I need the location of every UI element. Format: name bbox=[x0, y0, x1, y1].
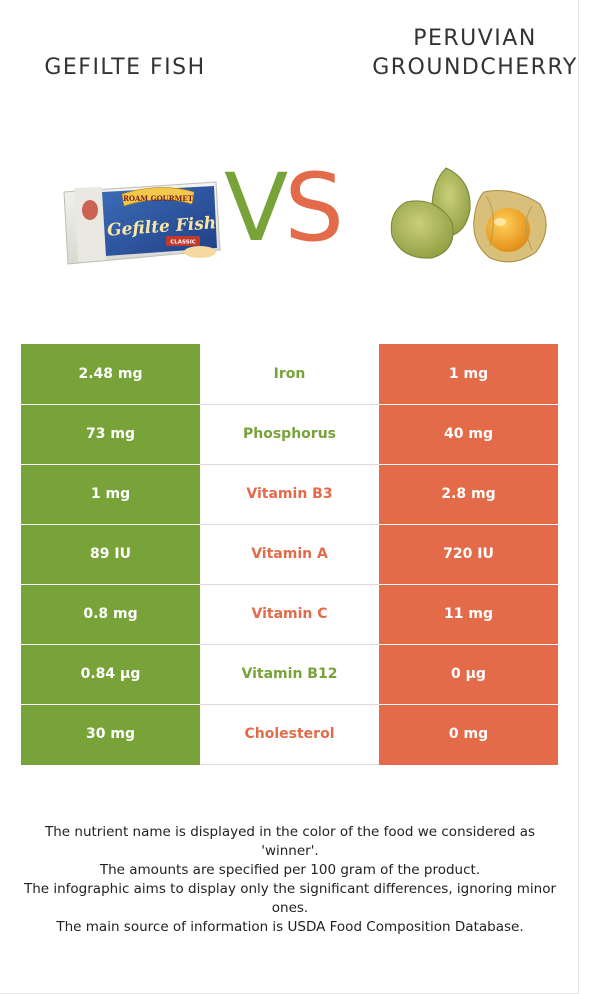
right-food-value: 0 mg bbox=[379, 704, 558, 765]
footnote: The nutrient name is displayed in the co… bbox=[20, 823, 560, 937]
right-food-title-line1: PERUVIAN bbox=[413, 26, 537, 51]
right-food-value: 1 mg bbox=[379, 344, 558, 405]
left-food-value: 0.8 mg bbox=[21, 584, 200, 645]
nutrient-name: Vitamin B3 bbox=[200, 464, 379, 525]
left-food-value: 30 mg bbox=[21, 704, 200, 765]
table-row: 30 mg Cholesterol 0 mg bbox=[21, 704, 558, 765]
peruvian-groundcherry-image bbox=[390, 167, 547, 263]
right-food-value: 0 µg bbox=[379, 644, 558, 705]
gefilte-fish-package-image: ROAM GOURMET Gefilte Fish CLASSIC bbox=[63, 181, 221, 265]
left-food-value: 2.48 mg bbox=[21, 344, 200, 405]
nutrient-name: Vitamin C bbox=[200, 584, 379, 645]
vs-s-letter: S bbox=[284, 154, 344, 263]
right-food-value: 40 mg bbox=[379, 404, 558, 465]
nutrient-name: Iron bbox=[200, 344, 379, 405]
nutrient-name: Phosphorus bbox=[200, 404, 379, 465]
right-food-value: 11 mg bbox=[379, 584, 558, 645]
left-food-value: 1 mg bbox=[21, 464, 200, 525]
right-food-title-line2: GROUNDCHERRY bbox=[372, 55, 578, 80]
footnote-line: The main source of information is USDA F… bbox=[56, 919, 524, 935]
left-food-title: GEFILTE FISH bbox=[44, 55, 206, 80]
nutrient-comparison-table: 2.48 mg Iron 1 mg 73 mg Phosphorus 40 mg 1 mg V… bbox=[21, 344, 558, 765]
table-row: 73 mg Phosphorus 40 mg bbox=[21, 404, 558, 465]
left-food-value: 89 IU bbox=[21, 524, 200, 585]
footnote-line: The infographic aims to display only the… bbox=[23, 881, 557, 916]
footnote-line: The nutrient name is displayed in the co… bbox=[44, 824, 536, 859]
footnote-line: The amounts are specified per 100 gram o… bbox=[99, 862, 481, 878]
table-row: 1 mg Vitamin B3 2.8 mg bbox=[21, 464, 558, 525]
package-brand-text: ROAM GOURMET bbox=[123, 194, 194, 203]
vs-v-letter: V bbox=[224, 154, 288, 263]
table-row: 89 IU Vitamin A 720 IU bbox=[21, 524, 558, 585]
nutrient-name: Vitamin B12 bbox=[200, 644, 379, 705]
nutrient-name: Vitamin A bbox=[200, 524, 379, 585]
left-food-value: 73 mg bbox=[21, 404, 200, 465]
table-row: 2.48 mg Iron 1 mg bbox=[21, 344, 558, 405]
right-food-value: 2.8 mg bbox=[379, 464, 558, 525]
table-row: 0.84 µg Vitamin B12 0 µg bbox=[21, 644, 558, 705]
right-food-title: PERUVIAN GROUNDCHERRY bbox=[360, 24, 589, 82]
table-row: 0.8 mg Vitamin C 11 mg bbox=[21, 584, 558, 645]
vs-label: VS bbox=[224, 162, 344, 256]
left-food-value: 0.84 µg bbox=[21, 644, 200, 705]
package-variant-text: CLASSIC bbox=[170, 240, 196, 246]
nutrient-name: Cholesterol bbox=[200, 704, 379, 765]
right-food-value: 720 IU bbox=[379, 524, 558, 585]
